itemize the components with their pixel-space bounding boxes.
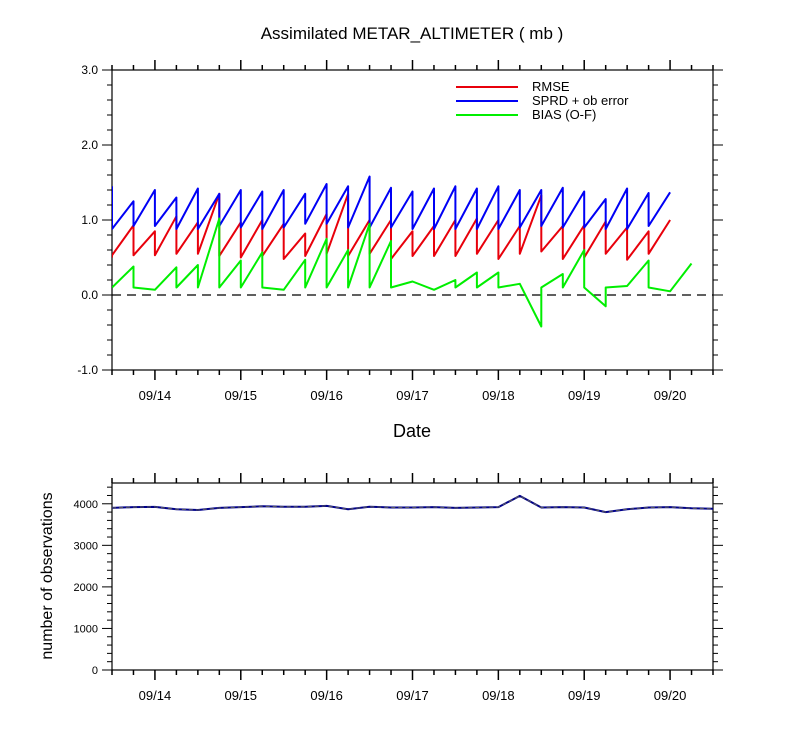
y-tick-label: 2.0 [81, 138, 98, 152]
spread-series-line [112, 175, 671, 230]
legend-label: BIAS (O-F) [532, 107, 596, 122]
bottom-plot-area: 09/14 09/15 09/16 09/17 09/18 09/19 09/20 0 1000… [74, 473, 723, 703]
x-tick-label: 09/16 [310, 388, 343, 403]
y-tick-label: 2000 [74, 582, 98, 594]
x-tick-label: 09/14 [139, 388, 172, 403]
y-tick-label: 3000 [74, 540, 98, 552]
y-tick-label: 3.0 [81, 63, 98, 77]
x-tick-label: 09/18 [482, 388, 515, 403]
x-tick-label: 09/20 [654, 388, 687, 403]
x-tick-label: 09/15 [225, 388, 258, 403]
legend-label: RMSE [532, 79, 570, 94]
plot-frame [111, 482, 714, 671]
obs-series-group [112, 494, 713, 514]
y-tick-label: 1000 [74, 623, 98, 635]
x-tick-label: 09/15 [225, 688, 258, 703]
x-axis-label: Date [393, 421, 431, 441]
top-plot-area: 09/14 09/15 09/16 09/17 09/18 09/19 09/20 -1.0 0… [77, 60, 723, 403]
observation-count-dashed-line [112, 495, 713, 513]
y-tick-label: -1.0 [77, 363, 98, 377]
x-tick-label: 09/19 [568, 688, 601, 703]
legend-label: SPRD + ob error [532, 93, 629, 108]
chart-title: Assimilated METAR_ALTIMETER ( mb ) [261, 24, 564, 43]
y-tick-label: 4000 [74, 499, 98, 511]
x-tick-label: 09/20 [654, 688, 687, 703]
x-tick-label: 09/17 [396, 388, 429, 403]
y-tick-label: 1.0 [81, 213, 98, 227]
y-axis-label: number of observations [39, 492, 56, 659]
x-tick-label: 09/17 [396, 688, 429, 703]
y-tick-label: 0 [92, 665, 98, 677]
x-tick-label: 09/18 [482, 688, 515, 703]
series-group [112, 175, 693, 328]
observation-count-line [112, 494, 713, 514]
x-tick-label: 09/16 [310, 688, 343, 703]
x-tick-label: 09/19 [568, 388, 601, 403]
x-tick-label: 09/14 [139, 688, 172, 703]
bias-series-line [112, 217, 693, 328]
y-tick-label: 0.0 [81, 288, 98, 302]
